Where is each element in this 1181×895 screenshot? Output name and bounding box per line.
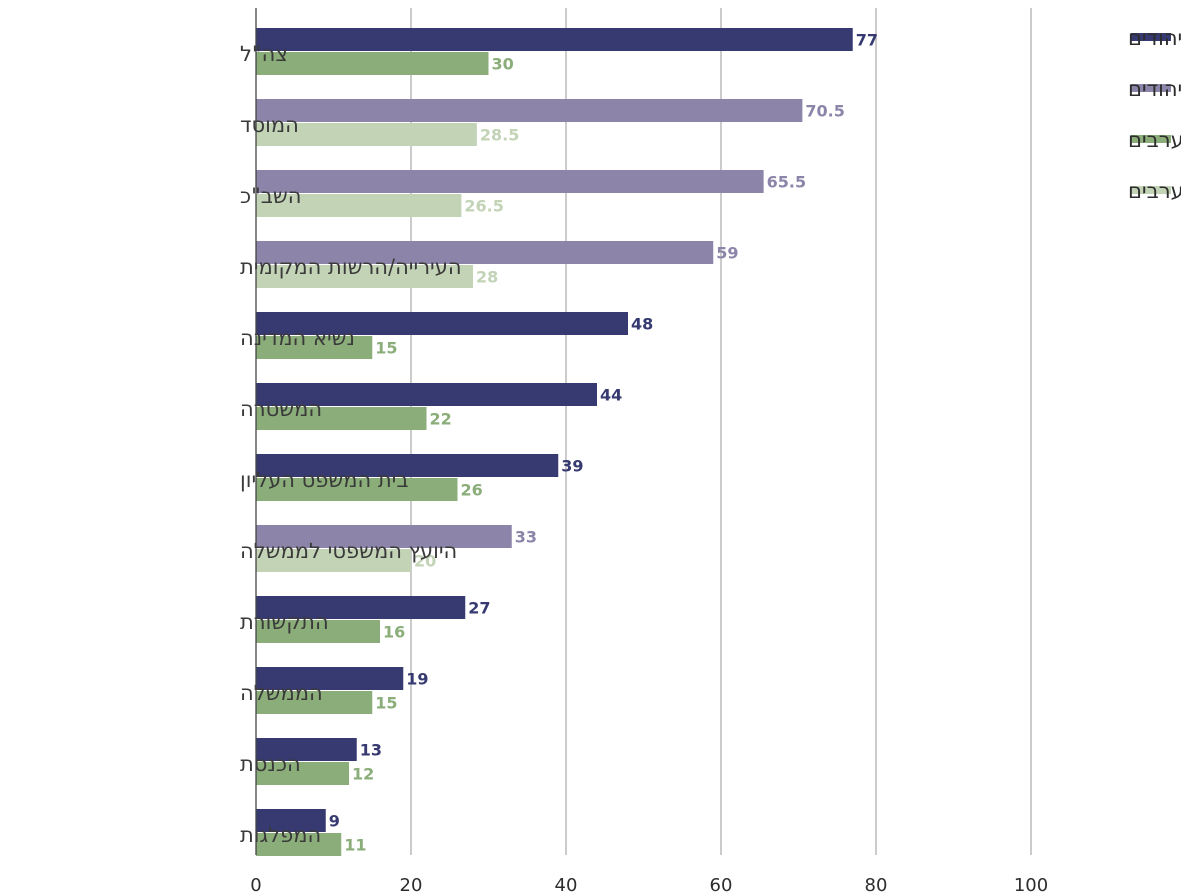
category-label: הכנסת <box>240 752 301 776</box>
bar-lower <box>256 407 427 430</box>
bar-lower <box>256 194 462 217</box>
bar-upper <box>256 241 714 264</box>
bars <box>256 28 853 856</box>
legend-swatch <box>1131 135 1171 143</box>
data-label: 70.5 <box>805 102 844 121</box>
data-label: 20 <box>414 552 436 571</box>
x-tick-label: 20 <box>400 875 423 895</box>
bar-lower <box>256 478 458 501</box>
category-label: הממשלה <box>240 681 323 705</box>
category-label: נשיא המדינה <box>240 326 355 350</box>
bar-upper <box>256 99 803 122</box>
bar-upper <box>256 809 326 832</box>
data-label: 33 <box>515 528 537 547</box>
data-label: 9 <box>329 812 340 831</box>
bar-upper <box>256 738 357 761</box>
data-label: 12 <box>352 765 374 784</box>
bar-upper <box>256 596 466 619</box>
data-label: 26 <box>461 481 483 500</box>
data-label: 28 <box>476 268 498 287</box>
x-tick-label: 0 <box>250 875 261 895</box>
category-label: התקשורת <box>240 610 329 634</box>
bar-upper <box>256 667 404 690</box>
data-label: 65.5 <box>767 173 806 192</box>
legend-swatch <box>1131 84 1171 92</box>
data-label: 59 <box>716 244 738 263</box>
category-label: המשטרה <box>240 397 322 421</box>
category-label: העירייה/הרשות המקומית <box>240 255 462 279</box>
bar-lower <box>256 833 342 856</box>
legend-label: יהודים <box>1128 26 1181 50</box>
legend-label: ערבים <box>1128 179 1181 203</box>
category-label: היועץ המשפטי לממשלה <box>240 539 457 563</box>
bar-upper <box>256 312 628 335</box>
bar-lower <box>256 265 473 288</box>
category-label: המוסד <box>240 113 299 137</box>
data-label: 39 <box>561 457 583 476</box>
category-label: השב"כ <box>240 184 302 208</box>
data-label: 13 <box>360 741 382 760</box>
legend: יהודים יהודים ערבים ערבים <box>1128 26 1181 203</box>
data-label: 15 <box>375 694 397 713</box>
x-tick-label: 60 <box>710 875 733 895</box>
bar-lower <box>256 52 489 75</box>
legend-label: יהודים <box>1128 77 1181 101</box>
bar-lower <box>256 762 349 785</box>
x-axis-ticks: 0 20 40 60 80 100 <box>250 875 1048 895</box>
legend-swatch <box>1131 33 1171 41</box>
category-label: בית המשפט העליון <box>240 468 409 492</box>
legend-swatch <box>1131 186 1171 194</box>
data-label: 27 <box>468 599 490 618</box>
data-labels: 77 30 70.5 28.5 65.5 26.5 59 28 48 15 44 22 39 26 33 20… <box>329 31 878 855</box>
bar-lower <box>256 123 477 146</box>
category-label: צה"ל <box>240 42 288 66</box>
data-label: 30 <box>492 55 514 74</box>
data-label: 48 <box>631 315 653 334</box>
bar-upper <box>256 383 597 406</box>
bar-lower <box>256 336 373 359</box>
data-label: 26.5 <box>464 197 503 216</box>
data-label: 28.5 <box>480 126 519 145</box>
bar-upper <box>256 28 853 51</box>
data-label: 19 <box>406 670 428 689</box>
bar-upper <box>256 454 559 477</box>
legend-label: ערבים <box>1128 128 1181 152</box>
category-label: המפלגות <box>240 823 321 847</box>
bar-upper <box>256 170 764 193</box>
bar-upper <box>256 525 512 548</box>
bar-lower <box>256 691 373 714</box>
category-labels: צה"ל המוסד השב"כ העירייה/הרשות המקומית נשיא … <box>240 42 462 847</box>
data-label: 22 <box>430 410 452 429</box>
data-label: 44 <box>600 386 622 405</box>
data-label: 11 <box>344 836 366 855</box>
x-tick-label: 100 <box>1014 875 1048 895</box>
data-label: 16 <box>383 623 405 642</box>
bar-lower <box>256 549 411 572</box>
x-tick-label: 40 <box>555 875 578 895</box>
data-label: 15 <box>375 339 397 358</box>
x-tick-label: 80 <box>865 875 888 895</box>
bar-lower <box>256 620 380 643</box>
grid-lines <box>410 8 1032 855</box>
data-label: 77 <box>856 31 878 50</box>
